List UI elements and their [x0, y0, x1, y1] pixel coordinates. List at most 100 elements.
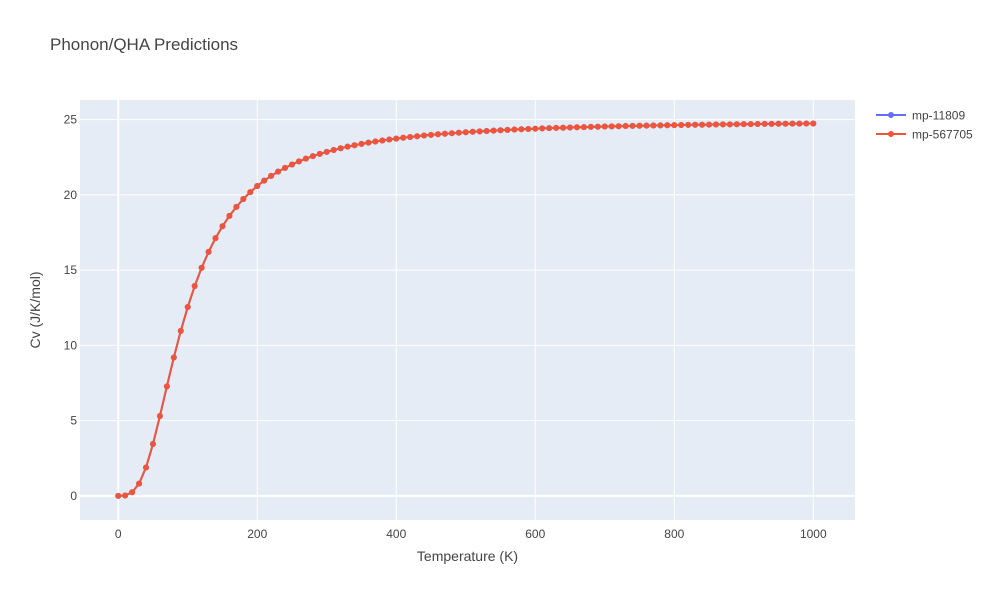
- data-point[interactable]: [386, 136, 393, 143]
- data-point[interactable]: [149, 441, 156, 448]
- data-point[interactable]: [337, 145, 344, 152]
- data-point[interactable]: [573, 124, 580, 131]
- data-point[interactable]: [483, 127, 490, 134]
- data-point[interactable]: [295, 158, 302, 165]
- data-point[interactable]: [226, 212, 233, 219]
- data-point[interactable]: [421, 132, 428, 139]
- data-point[interactable]: [330, 146, 337, 153]
- data-point[interactable]: [268, 172, 275, 179]
- data-point[interactable]: [247, 189, 254, 196]
- data-point[interactable]: [664, 122, 671, 129]
- data-point[interactable]: [740, 121, 747, 128]
- data-point[interactable]: [712, 121, 719, 128]
- data-point[interactable]: [567, 124, 574, 131]
- data-point[interactable]: [316, 150, 323, 157]
- data-point[interactable]: [455, 129, 462, 136]
- data-point[interactable]: [205, 248, 212, 255]
- data-point[interactable]: [699, 121, 706, 128]
- data-point[interactable]: [553, 124, 560, 131]
- data-point[interactable]: [170, 354, 177, 361]
- data-point[interactable]: [309, 153, 316, 160]
- data-point[interactable]: [448, 130, 455, 137]
- data-point[interactable]: [115, 492, 122, 499]
- data-point[interactable]: [608, 123, 615, 130]
- data-point[interactable]: [414, 133, 421, 140]
- data-point[interactable]: [706, 121, 713, 128]
- data-point[interactable]: [434, 131, 441, 138]
- data-point[interactable]: [719, 121, 726, 128]
- data-point[interactable]: [803, 120, 810, 127]
- data-point[interactable]: [518, 126, 525, 133]
- data-point[interactable]: [768, 120, 775, 127]
- data-point[interactable]: [393, 135, 400, 142]
- data-point[interactable]: [323, 148, 330, 155]
- data-point[interactable]: [636, 122, 643, 129]
- data-point[interactable]: [400, 134, 407, 141]
- data-point[interactable]: [775, 120, 782, 127]
- data-point[interactable]: [497, 127, 504, 134]
- data-point[interactable]: [782, 120, 789, 127]
- data-point[interactable]: [532, 125, 539, 132]
- data-point[interactable]: [650, 122, 657, 129]
- data-point[interactable]: [761, 120, 768, 127]
- data-point[interactable]: [692, 121, 699, 128]
- data-point[interactable]: [580, 124, 587, 131]
- data-point[interactable]: [678, 122, 685, 129]
- data-point[interactable]: [685, 121, 692, 128]
- data-point[interactable]: [469, 128, 476, 135]
- data-point[interactable]: [233, 203, 240, 210]
- data-point[interactable]: [476, 128, 483, 135]
- data-point[interactable]: [254, 183, 261, 190]
- data-point[interactable]: [240, 196, 247, 203]
- data-point[interactable]: [462, 129, 469, 136]
- data-point[interactable]: [351, 142, 358, 149]
- data-point[interactable]: [372, 138, 379, 145]
- data-point[interactable]: [789, 120, 796, 127]
- legend-item-mp-11809[interactable]: mp-11809: [876, 109, 965, 123]
- data-point[interactable]: [156, 412, 163, 419]
- data-point[interactable]: [622, 123, 629, 130]
- data-point[interactable]: [796, 120, 803, 127]
- data-point[interactable]: [365, 139, 372, 146]
- data-point[interactable]: [358, 140, 365, 147]
- data-point[interactable]: [726, 121, 733, 128]
- data-point[interactable]: [587, 123, 594, 130]
- data-point[interactable]: [129, 489, 136, 496]
- data-point[interactable]: [184, 304, 191, 311]
- data-point[interactable]: [733, 121, 740, 128]
- data-point[interactable]: [657, 122, 664, 129]
- data-point[interactable]: [511, 126, 518, 133]
- data-point[interactable]: [601, 123, 608, 130]
- data-point[interactable]: [136, 480, 143, 487]
- data-point[interactable]: [671, 122, 678, 129]
- data-point[interactable]: [163, 383, 170, 390]
- data-point[interactable]: [407, 133, 414, 140]
- data-point[interactable]: [615, 123, 622, 130]
- data-point[interactable]: [212, 235, 219, 242]
- data-point[interactable]: [302, 155, 309, 162]
- data-point[interactable]: [441, 130, 448, 137]
- data-point[interactable]: [143, 464, 150, 471]
- data-point[interactable]: [379, 137, 386, 144]
- data-point[interactable]: [344, 143, 351, 150]
- data-point[interactable]: [754, 121, 761, 127]
- data-point[interactable]: [539, 125, 546, 132]
- data-point[interactable]: [275, 168, 282, 175]
- legend-item-mp-567705[interactable]: mp-567705: [876, 128, 973, 142]
- data-point[interactable]: [219, 223, 226, 230]
- data-point[interactable]: [643, 122, 650, 129]
- data-point[interactable]: [490, 127, 497, 134]
- data-point[interactable]: [546, 125, 553, 132]
- data-point[interactable]: [629, 122, 636, 129]
- data-point[interactable]: [525, 125, 532, 132]
- data-point[interactable]: [191, 283, 198, 290]
- data-point[interactable]: [261, 177, 268, 184]
- data-point[interactable]: [122, 492, 129, 499]
- data-point[interactable]: [594, 123, 601, 130]
- data-point[interactable]: [504, 126, 511, 133]
- data-point[interactable]: [177, 327, 184, 334]
- data-point[interactable]: [282, 164, 289, 171]
- data-point[interactable]: [428, 131, 435, 138]
- data-point[interactable]: [289, 161, 295, 168]
- data-point[interactable]: [198, 264, 205, 271]
